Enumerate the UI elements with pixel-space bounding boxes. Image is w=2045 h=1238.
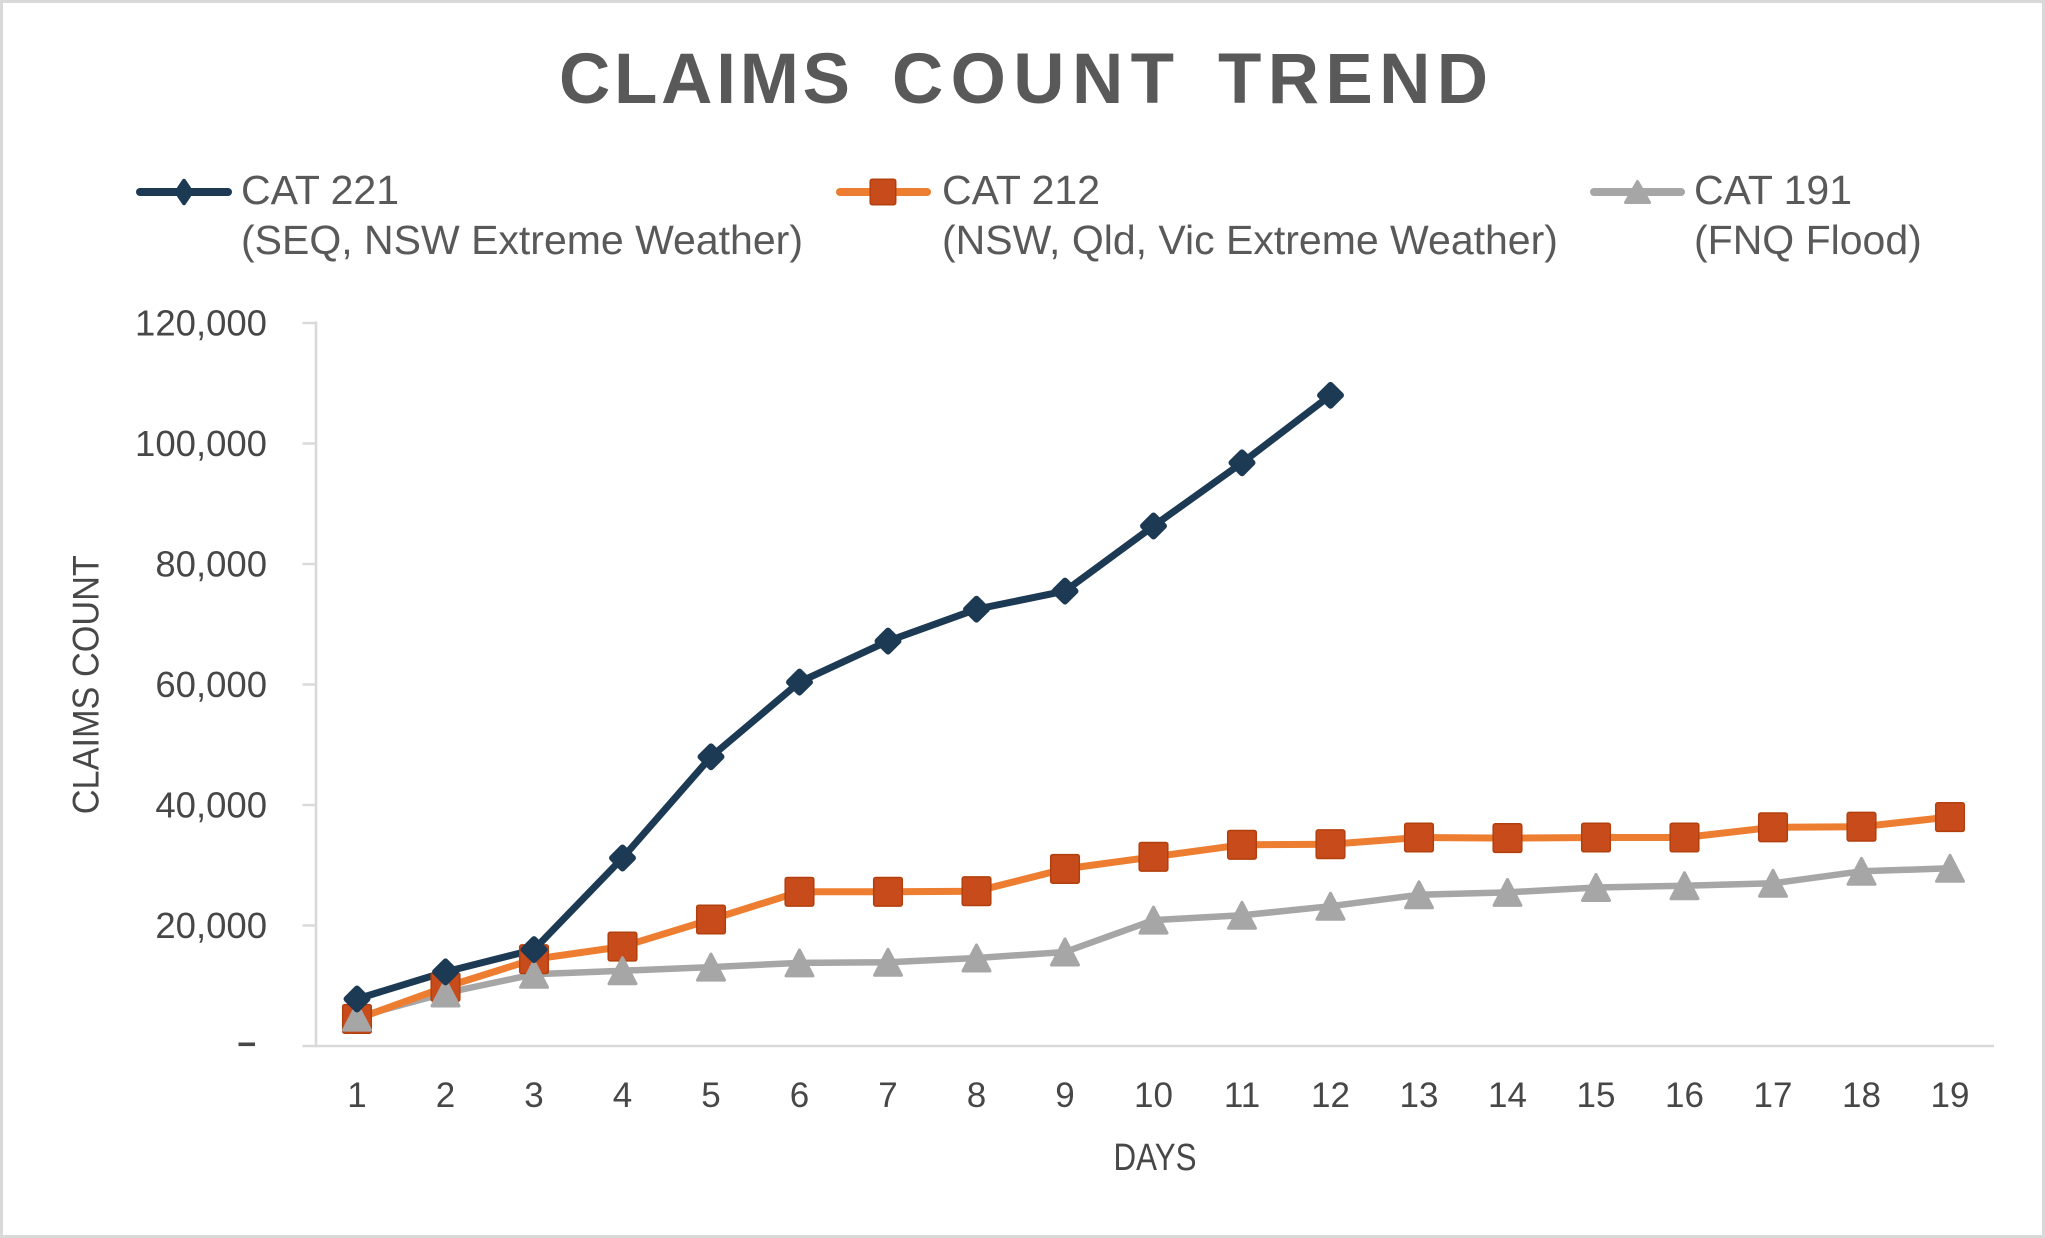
svg-text:7: 7 [878, 1076, 897, 1115]
svg-text:120,000: 120,000 [135, 303, 267, 344]
svg-text:6: 6 [790, 1076, 809, 1115]
svg-text:40,000: 40,000 [155, 785, 267, 826]
svg-text:9: 9 [1055, 1076, 1074, 1115]
svg-text:8: 8 [967, 1076, 986, 1115]
svg-text:COUNT: COUNT [892, 40, 1174, 119]
svg-text:DAYS: DAYS [1114, 1137, 1197, 1179]
svg-text:19: 19 [1931, 1076, 1970, 1115]
svg-text:12: 12 [1311, 1076, 1350, 1115]
svg-text:(SEQ, NSW Extreme Weather): (SEQ, NSW Extreme Weather) [241, 217, 803, 263]
svg-text:(FNQ Flood): (FNQ Flood) [1694, 217, 1922, 263]
svg-text:CAT 212: CAT 212 [942, 167, 1100, 213]
svg-text:(NSW, Qld, Vic Extreme Weather: (NSW, Qld, Vic Extreme Weather) [942, 217, 1558, 263]
svg-text:CAT 221: CAT 221 [241, 167, 399, 213]
svg-text:CLAIMS COUNT: CLAIMS COUNT [65, 555, 107, 814]
svg-text:3: 3 [524, 1076, 543, 1115]
svg-text:4: 4 [613, 1076, 632, 1115]
svg-text:11: 11 [1224, 1076, 1260, 1115]
svg-text:17: 17 [1754, 1076, 1793, 1115]
svg-text:10: 10 [1134, 1076, 1173, 1115]
svg-text:80,000: 80,000 [155, 544, 267, 585]
svg-text:2: 2 [436, 1076, 455, 1115]
svg-text:100,000: 100,000 [135, 423, 267, 464]
svg-text:13: 13 [1400, 1076, 1439, 1115]
svg-text:14: 14 [1488, 1076, 1527, 1115]
svg-text:15: 15 [1577, 1076, 1616, 1115]
svg-text:1: 1 [347, 1076, 366, 1115]
svg-text:18: 18 [1842, 1076, 1881, 1115]
svg-text:CAT 191: CAT 191 [1694, 167, 1852, 213]
svg-text:5: 5 [701, 1076, 720, 1115]
svg-text:60,000: 60,000 [155, 664, 267, 705]
svg-text:16: 16 [1665, 1076, 1704, 1115]
svg-text:20,000: 20,000 [155, 905, 267, 946]
svg-text:CLAIMS: CLAIMS [559, 40, 850, 119]
svg-text:TREND: TREND [1218, 40, 1488, 119]
